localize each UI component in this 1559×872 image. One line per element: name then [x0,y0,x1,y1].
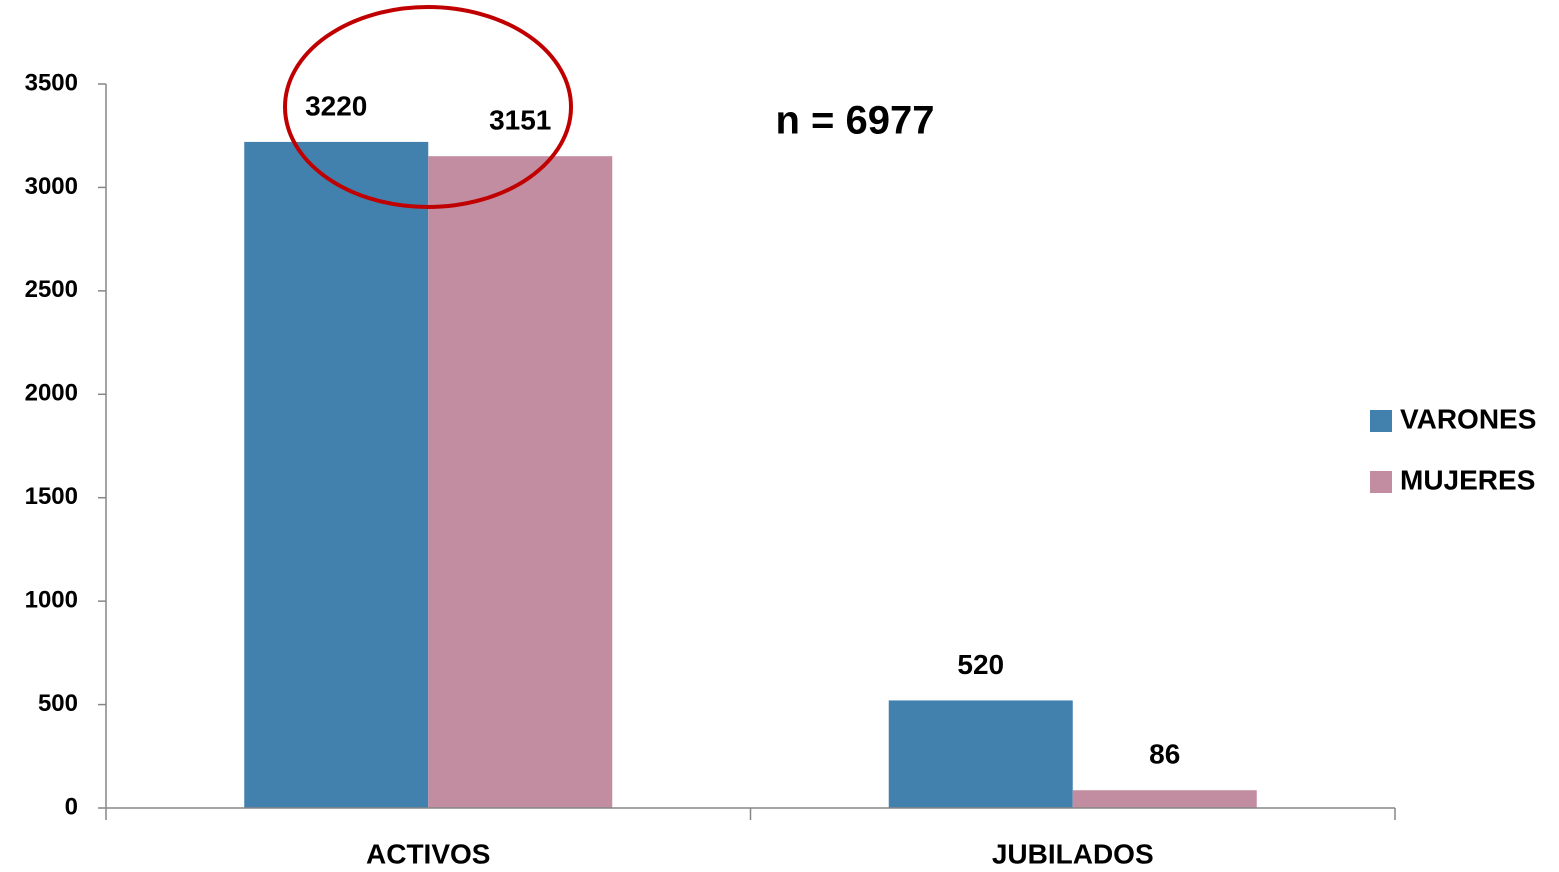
y-tick-label: 2000 [25,380,78,407]
y-tick-label: 1000 [25,586,78,613]
y-tick-label: 0 [65,793,78,820]
x-tick-label: JUBILADOS [992,838,1154,869]
plot-area [244,141,1257,809]
y-tick-label: 3500 [25,69,78,96]
y-tick-label: 2500 [25,276,78,303]
annotation: n = 6977 [775,99,934,143]
y-tick-label: 3000 [25,173,78,200]
bar [244,141,429,809]
x-tick-label: ACTIVOS [366,838,490,869]
data-label: 3151 [489,105,551,136]
legend-label: MUJERES [1400,464,1535,495]
bar [1072,790,1257,808]
legend-swatch [1370,471,1392,493]
legend-label: VARONES [1400,403,1536,434]
data-label: 3220 [305,90,367,121]
bar [428,156,613,809]
highlight-ellipse [283,5,573,209]
data-label: 86 [1149,739,1180,770]
y-tick-label: 1500 [25,483,78,510]
data-label: 520 [957,649,1004,680]
y-tick-label: 500 [38,690,78,717]
bar [888,700,1073,808]
legend-swatch [1370,410,1392,432]
